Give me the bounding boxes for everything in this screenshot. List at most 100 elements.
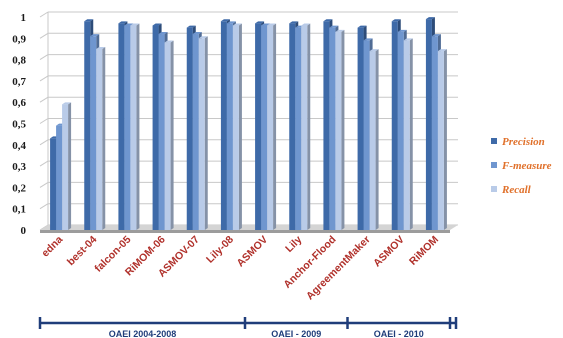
- y-tick-label: 0,4: [12, 140, 26, 152]
- bar-top: [369, 49, 379, 52]
- bar-top: [397, 29, 407, 32]
- bar: [62, 104, 69, 230]
- bar-top: [220, 19, 230, 22]
- gridline-depth: [39, 11, 49, 18]
- bar: [255, 23, 262, 230]
- bar-top: [357, 25, 367, 28]
- group-label: OAEI 2004-2008: [109, 329, 177, 338]
- bar-top: [96, 46, 106, 49]
- bar: [267, 25, 274, 230]
- bar-top: [118, 21, 128, 24]
- legend-swatch: [491, 162, 497, 168]
- legend-label: Recall: [501, 184, 532, 196]
- bar: [130, 25, 137, 230]
- bar-side: [307, 23, 311, 230]
- x-tick-label: RiMOM: [407, 233, 441, 267]
- bar-side: [409, 38, 413, 231]
- legend-label: Precision: [502, 136, 545, 148]
- bar-top: [198, 36, 208, 39]
- bar-top: [323, 19, 333, 22]
- x-tick-label: ASMOV: [371, 234, 407, 270]
- bar-top: [267, 23, 277, 26]
- gridline-depth: [39, 181, 49, 188]
- bar: [295, 27, 302, 231]
- y-tick-label: 0,3: [12, 161, 26, 173]
- bar-top: [363, 38, 373, 41]
- chart-floor: [40, 225, 458, 233]
- x-tick-label: Lily-08: [204, 234, 236, 266]
- gridlines: [39, 11, 458, 231]
- bar: [84, 21, 91, 231]
- gridline-depth: [39, 54, 49, 61]
- bar: [56, 125, 63, 230]
- bar: [118, 23, 125, 230]
- bar-top: [90, 34, 100, 37]
- y-tick-label: 0,9: [12, 33, 26, 45]
- bar: [96, 48, 103, 231]
- bar: [261, 25, 268, 230]
- bar: [50, 138, 57, 230]
- bar-top: [84, 19, 94, 22]
- gridline-depth: [39, 75, 49, 82]
- bar-top: [164, 40, 174, 43]
- bar-top: [192, 32, 202, 35]
- gridline-depth: [39, 32, 49, 39]
- bar: [90, 36, 97, 230]
- bar: [232, 25, 239, 230]
- bar: [289, 23, 296, 230]
- x-tick-label: edna: [39, 234, 65, 260]
- group-label: OAEI - 2009: [271, 329, 321, 338]
- bar-side: [273, 23, 277, 230]
- bar: [198, 38, 205, 230]
- y-tick-label: 0,6: [12, 97, 26, 109]
- bar-top: [130, 23, 140, 26]
- bar: [357, 27, 364, 231]
- floor-plane: [40, 225, 458, 230]
- bar-top: [329, 25, 339, 28]
- bar: [369, 51, 376, 230]
- legend: Precision F-measure Recall: [491, 136, 552, 196]
- x-tick-label: ASMOV: [234, 234, 270, 270]
- bar-top: [391, 19, 401, 22]
- y-tick-label: 0,1: [12, 204, 26, 216]
- x-tick-label: Lily: [283, 234, 304, 255]
- bar-side: [102, 46, 106, 231]
- gridline-depth: [39, 118, 49, 124]
- bar-top: [232, 23, 242, 26]
- bar: [226, 23, 233, 230]
- bar-top: [289, 21, 299, 24]
- bar: [152, 25, 159, 230]
- bars: [50, 17, 447, 231]
- bar: [397, 31, 404, 230]
- bar: [363, 40, 370, 231]
- group-brackets: OAEI 2004-2008 OAEI - 2009 OAEI - 2010: [38, 317, 458, 338]
- x-tick-label: best-04: [65, 234, 100, 269]
- bar-side: [170, 40, 174, 231]
- bar: [431, 36, 438, 230]
- bar-side: [68, 102, 72, 230]
- floor-edge: [40, 230, 450, 233]
- bar: [124, 25, 131, 230]
- gridline-depth: [39, 96, 49, 103]
- bar: [158, 34, 165, 230]
- bar: [437, 51, 444, 230]
- y-tick-label: 0,7: [12, 76, 26, 88]
- legend-swatch: [491, 138, 497, 144]
- legend-swatch: [491, 186, 497, 192]
- x-tick-label: AgreementMaker: [304, 234, 373, 303]
- bar: [220, 21, 227, 231]
- bar: [301, 25, 308, 230]
- gridline-depth: [39, 160, 49, 167]
- bar: [425, 19, 432, 230]
- bar-top: [152, 23, 162, 26]
- bar-side: [238, 23, 242, 230]
- bar-top: [62, 102, 72, 105]
- bar-top: [186, 25, 196, 28]
- y-axis: 0 0,1 0,2 0,3 0,4 0,5 0,6 0,7 0,8 0,9 1: [12, 12, 26, 237]
- bar: [335, 31, 342, 230]
- bar-top: [226, 21, 236, 24]
- y-tick-label: 0,2: [12, 182, 26, 194]
- legend-label: F-measure: [501, 160, 552, 172]
- bar-side: [443, 49, 447, 230]
